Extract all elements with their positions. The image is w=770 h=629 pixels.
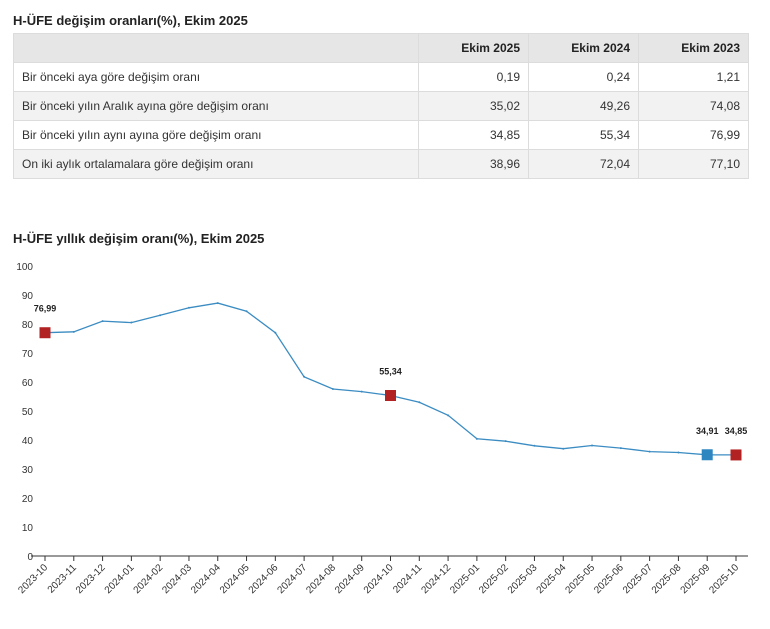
x-tick-label: 2024-06 [247,562,281,596]
y-tick-label: 20 [22,494,34,505]
y-tick-label: 0 [27,552,33,563]
data-point [130,321,133,324]
data-point [216,302,219,305]
data-label: 76,99 [34,304,57,314]
table-row: Bir önceki yılın Aralık ayına göre değiş… [13,91,749,121]
data-point [562,447,565,450]
table-cell: 0,24 [528,62,639,92]
chart-title: H-ÜFE yıllık değişim oranı(%), Ekim 2025 [13,231,265,246]
x-tick-label: 2025-01 [448,562,482,596]
header-cell: Ekim 2024 [528,33,639,63]
y-tick-label: 70 [22,349,34,360]
data-label: 34,85 [725,426,748,436]
x-tick-label: 2025-08 [650,562,684,596]
x-tick-label: 2025-07 [621,562,655,596]
x-tick-label: 2025-09 [679,562,713,596]
table-cell: 35,02 [418,91,529,121]
data-point [591,444,594,447]
header-cell: Ekim 2023 [638,33,749,63]
data-point [447,414,450,417]
row-label: Bir önceki aya göre değişim oranı [13,62,419,92]
data-point [619,447,622,450]
x-tick-label: 2024-12 [419,562,453,596]
x-tick-label: 2025-10 [707,562,741,596]
x-tick-label: 2025-02 [477,562,511,596]
data-point [159,314,162,317]
highlight-marker [385,390,396,402]
x-tick-label: 2023-10 [16,562,50,596]
highlight-marker [39,327,51,339]
data-point [72,330,75,333]
header-cell-empty [13,33,419,63]
data-point [677,451,680,454]
highlight-marker [730,449,742,461]
table-row: On iki aylık ortalamalara göre değişim o… [13,149,749,179]
x-tick-label: 2024-01 [103,562,137,596]
data-point [504,440,507,443]
data-point [360,390,363,393]
data-point [331,387,334,390]
x-tick-label: 2024-05 [218,562,252,596]
data-label: 34,91 [696,426,719,436]
data-point [274,331,277,334]
table-cell: 38,96 [418,149,529,179]
table-title: H-ÜFE değişim oranları(%), Ekim 2025 [13,13,248,28]
header-cell: Ekim 2025 [418,33,529,63]
x-tick-label: 2024-11 [391,562,425,596]
data-point [187,306,190,309]
x-tick-label: 2024-07 [276,562,310,596]
table-cell: 49,26 [528,91,639,121]
table-cell: 34,85 [418,120,529,150]
table-cell: 74,08 [638,91,749,121]
x-tick-label: 2025-06 [592,562,626,596]
data-point [101,320,104,323]
x-tick-label: 2024-08 [304,562,338,596]
x-tick-label: 2023-12 [74,562,108,596]
x-tick-label: 2024-03 [160,562,194,596]
y-tick-label: 90 [22,291,34,302]
y-tick-label: 80 [22,320,34,331]
y-tick-label: 40 [22,436,34,447]
data-point [533,444,536,447]
x-tick-label: 2024-09 [333,562,367,596]
x-tick-label: 2025-05 [563,562,597,596]
x-tick-label: 2023-11 [46,562,80,596]
table-cell: 1,21 [638,62,749,92]
row-label: On iki aylık ortalamalara göre değişim o… [13,149,419,179]
y-tick-label: 30 [22,465,34,476]
y-tick-label: 10 [22,523,34,534]
table-cell: 77,10 [638,149,749,179]
series-line [44,302,737,456]
table-cell: 55,34 [528,120,639,150]
row-label: Bir önceki yılın Aralık ayına göre değiş… [13,91,419,121]
rates-table: Ekim 2025 Ekim 2024 Ekim 2023 Bir önceki… [13,33,749,179]
data-point [418,401,421,404]
data-point [303,375,306,378]
row-label: Bir önceki yılın aynı ayına göre değişim… [13,120,419,150]
highlight-marker [701,449,713,461]
x-tick-label: 2024-04 [189,562,223,596]
x-tick-label: 2024-10 [362,562,396,596]
y-tick-label: 60 [22,378,34,389]
x-tick-label: 2024-02 [132,562,166,596]
y-tick-label: 100 [16,262,33,273]
line-chart: 0 10 20 30 40 50 60 70 80 90 100 2023-102023-112023… [16,262,748,596]
data-point [648,450,651,453]
table-header-row: Ekim 2025 Ekim 2024 Ekim 2023 [13,33,749,63]
data-label: 55,34 [379,367,402,377]
x-tick-label: 2025-04 [535,562,569,596]
table-cell: 0,19 [418,62,529,92]
table-cell: 76,99 [638,120,749,150]
table-cell: 72,04 [528,149,639,179]
data-point [245,310,248,313]
y-tick-label: 50 [22,407,34,418]
x-tick-label: 2025-03 [506,562,540,596]
table-row: Bir önceki yılın aynı ayına göre değişim… [13,120,749,150]
data-point [475,437,478,440]
table-row: Bir önceki aya göre değişim oranı 0,19 0… [13,62,749,92]
